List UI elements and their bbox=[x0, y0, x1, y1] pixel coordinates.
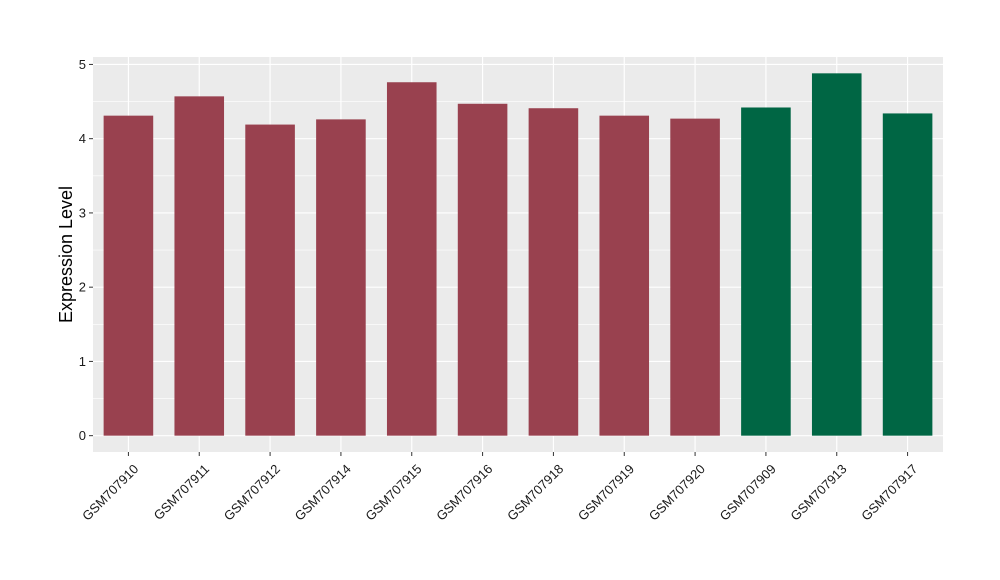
bar-GSM707918 bbox=[528, 108, 579, 436]
bar-GSM707909 bbox=[741, 107, 791, 436]
x-tick-label: GSM707916 bbox=[433, 461, 495, 523]
y-axis: 0 1 2 3 4 5 bbox=[79, 57, 93, 443]
bar-GSM707916 bbox=[457, 103, 508, 436]
bar-GSM707913 bbox=[811, 73, 862, 436]
x-axis: GSM707910 GSM707911 GSM707912 GSM707914 GSM7… bbox=[79, 452, 920, 524]
x-tick-label: GSM707918 bbox=[504, 461, 566, 523]
y-tick-label: 5 bbox=[79, 57, 86, 72]
y-tick-label: 0 bbox=[79, 428, 86, 443]
x-tick-label: GSM707912 bbox=[221, 461, 283, 523]
x-tick-label: GSM707914 bbox=[292, 461, 354, 523]
bar-GSM707912 bbox=[245, 124, 295, 436]
y-tick-label: 4 bbox=[79, 131, 86, 146]
x-tick-label: GSM707913 bbox=[787, 461, 849, 523]
x-tick-label: GSM707910 bbox=[79, 461, 141, 523]
x-tick-label: GSM707915 bbox=[362, 461, 424, 523]
x-tick-label: GSM707911 bbox=[151, 461, 213, 523]
bar-GSM707920 bbox=[670, 118, 720, 436]
bar-GSM707911 bbox=[174, 96, 225, 436]
x-tick-label: GSM707909 bbox=[717, 461, 779, 523]
y-tick-label: 3 bbox=[79, 205, 86, 220]
y-tick-label: 2 bbox=[79, 280, 86, 295]
x-tick-label: GSM707919 bbox=[575, 461, 637, 523]
bar-GSM707914 bbox=[316, 119, 366, 436]
y-tick-label: 1 bbox=[79, 354, 86, 369]
x-tick-label: GSM707920 bbox=[646, 461, 708, 523]
bars bbox=[103, 73, 933, 436]
bar-GSM707919 bbox=[599, 115, 650, 436]
y-axis-title: Expression Level bbox=[56, 186, 76, 323]
x-tick-label: GSM707917 bbox=[858, 461, 920, 523]
plot-panel bbox=[93, 57, 943, 452]
bar-GSM707917 bbox=[882, 113, 933, 436]
bar-GSM707910 bbox=[103, 115, 154, 436]
bar-GSM707915 bbox=[386, 82, 437, 436]
